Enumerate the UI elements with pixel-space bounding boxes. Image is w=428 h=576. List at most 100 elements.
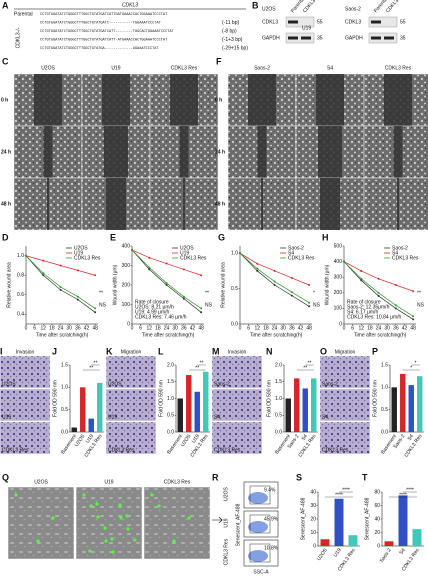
y-axis-label: Wound width (μm) (112, 264, 118, 305)
legend-label: S4 (288, 250, 294, 256)
x-tick-label: 48 (92, 325, 98, 331)
image-label: U2OS (2, 381, 16, 387)
bar (391, 387, 397, 432)
wound-gap (248, 74, 276, 126)
column-header: S4 (327, 65, 333, 71)
legend-label: U19 (74, 250, 83, 256)
sequence: CCTGTGGATATCTGGGCTTTGGCTGTATGATCATT-----… (40, 30, 175, 34)
x-tick-label: 24 (58, 325, 64, 331)
y-tick-label: 1.5 (167, 379, 174, 385)
x-tick-label: S4 (301, 433, 310, 442)
axis-label: SSC-A (253, 569, 269, 575)
point (42, 272, 45, 275)
significance: **** (406, 487, 414, 493)
wound-gap (104, 126, 128, 178)
flow-cloud (248, 492, 268, 504)
row-header: 48 h (215, 201, 225, 207)
bar (320, 539, 330, 546)
point (76, 298, 79, 301)
panel-letter: F (216, 56, 222, 66)
gate-value: 10.8% (264, 545, 279, 551)
bar (384, 541, 394, 546)
image-label: Saos-2 (322, 381, 338, 387)
x-tick-label: 12 (40, 325, 46, 331)
gate-value: 45.9% (264, 516, 279, 522)
row-label: U19 (223, 518, 229, 527)
point (94, 307, 97, 310)
x-tick-label: 12 (254, 325, 260, 331)
wound-gap (106, 178, 126, 230)
x-tick-label: 0 (239, 325, 242, 331)
panel-letter: T (362, 472, 368, 482)
image (7, 486, 75, 560)
gate (249, 543, 271, 563)
arrow (212, 516, 223, 524)
panel-letter: O (320, 346, 327, 356)
image (105, 421, 157, 455)
panel-letter: S (296, 472, 302, 482)
indel-note: (-29+15 bp) (222, 45, 248, 51)
note: Rate of closure (135, 299, 169, 305)
x-tick-label: 42 (402, 325, 408, 331)
point (59, 288, 62, 291)
point (148, 256, 151, 259)
gate-value: 9.4% (264, 487, 276, 493)
image (105, 355, 157, 389)
x-axis-label: Time after scratching(h) (36, 332, 89, 338)
point (200, 311, 203, 314)
bar (412, 529, 422, 546)
sequence: CCTGTGGATATCTGGGCTTTGGCTGTATGATC--------… (40, 21, 162, 25)
significance: * (415, 360, 417, 366)
point (377, 291, 380, 294)
panel-letter: M (212, 346, 220, 356)
x-tick-label: 48 (306, 325, 312, 331)
point (42, 274, 45, 277)
wound-gap (384, 74, 412, 126)
significance: ** (417, 290, 421, 296)
y-tick-label: 0.0 (275, 429, 282, 435)
y-tick-label: 40 (374, 516, 380, 522)
image (211, 388, 263, 422)
y-tick-label: 400 (122, 243, 131, 249)
band (371, 36, 381, 40)
y-tick-label: 1.0 (275, 396, 282, 402)
indel-note: (-11 bp) (222, 20, 239, 26)
significance: **** (335, 492, 343, 498)
row-label: CDKL3 Res (223, 538, 229, 565)
y-axis-label: Wound width (μm) (324, 264, 330, 305)
y-tick-label: 0 (313, 543, 316, 549)
point (94, 311, 97, 314)
y-tick-label: 0.4 (17, 312, 24, 318)
series-line (343, 261, 414, 292)
bar (408, 385, 414, 432)
point (182, 268, 185, 271)
legend-label: U2OS (180, 245, 194, 251)
image (319, 355, 371, 389)
column-header: Saos-2 (254, 65, 270, 71)
significance: NS (205, 302, 213, 308)
point (256, 267, 259, 270)
note: S4: 6.17 μm/h (347, 309, 378, 315)
y-tick-label: 400 (334, 259, 343, 265)
bar (194, 391, 200, 432)
y-tick-label: 0.5 (231, 286, 238, 292)
x-tick-label: 6 (351, 325, 354, 331)
image (0, 421, 51, 455)
x-tick-label: 18 (155, 325, 161, 331)
gfp-cell (96, 515, 100, 519)
point (394, 307, 397, 310)
gfp-cell (118, 503, 122, 507)
gfp-cell (150, 493, 154, 497)
gate (249, 485, 271, 505)
bar (97, 382, 103, 432)
panel-letter: C (2, 56, 9, 66)
image (0, 355, 51, 389)
gfp-cell (89, 504, 93, 508)
gfp-cell (111, 550, 115, 554)
y-tick-label: 2.0 (275, 362, 282, 368)
gfp-cell (187, 516, 191, 520)
column-header: CDKL3 Res (385, 65, 412, 71)
gene-name: CDKL3 (122, 2, 138, 8)
note: Saos-2: 12.35μm/h (347, 304, 390, 310)
